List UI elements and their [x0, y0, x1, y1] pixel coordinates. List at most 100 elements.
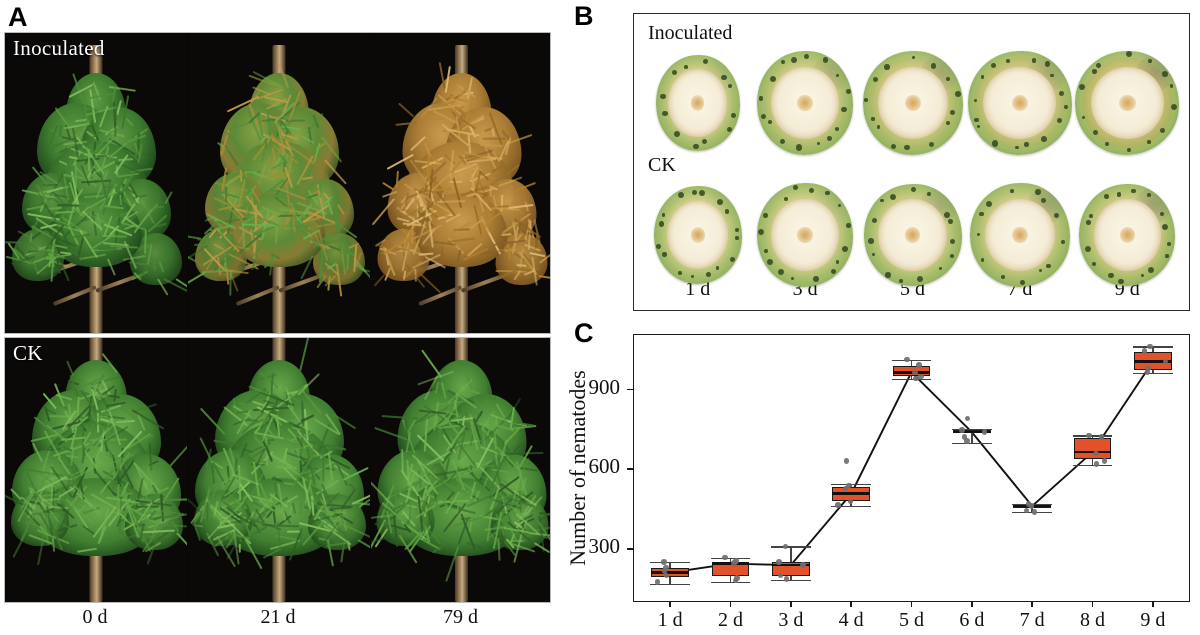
needle-spike [239, 543, 241, 554]
needle-spike [144, 229, 147, 254]
tree-photo-ck-0d [5, 338, 187, 602]
stem-cross-section-inoculated-5d [862, 51, 963, 155]
data-point [1102, 458, 1108, 464]
whisker-stem-low [790, 576, 792, 580]
pine-tree [5, 33, 187, 333]
needle-spike [299, 338, 309, 372]
bark-lenticel [721, 75, 727, 81]
bark-lenticel [1118, 278, 1124, 285]
data-point [842, 485, 849, 492]
bark-lenticel [1085, 220, 1091, 225]
bark-lenticel [825, 190, 830, 196]
bark-lenticel [944, 212, 950, 218]
boxplot-group-1d[interactable] [634, 335, 1189, 601]
bark-lenticel [758, 96, 764, 101]
bark-lenticel [661, 213, 666, 217]
needle-spike [382, 181, 395, 191]
x-axis-tick [970, 601, 973, 607]
bark-lenticel [976, 124, 981, 129]
bark-lenticel [1159, 127, 1165, 133]
whisker-stem-high [910, 359, 913, 366]
stem-pith [1118, 94, 1136, 112]
x-axis-tick [910, 601, 913, 607]
bark-lenticel [1165, 254, 1169, 258]
stem-cross-section-ck-3d [757, 183, 854, 287]
bark-lenticel [734, 227, 739, 232]
panel-a-day-label-79d: 79 d [443, 606, 478, 628]
bark-lenticel [1108, 272, 1114, 278]
box-iqr[interactable] [1073, 437, 1112, 459]
data-point [904, 357, 910, 363]
bark-lenticel [974, 117, 980, 123]
bark-lenticel [791, 276, 795, 280]
bark-lenticel [1147, 193, 1152, 197]
bark-lenticel [842, 246, 848, 252]
box-iqr[interactable] [711, 561, 750, 576]
data-point [918, 374, 924, 380]
median-line [953, 430, 991, 434]
bark-lenticel [735, 236, 739, 241]
bark-lenticel [791, 56, 798, 63]
bark-lenticel [777, 268, 785, 275]
panel-a-row-label-ck: CK [13, 341, 43, 365]
tree-photo-inoculated-21d [188, 33, 370, 333]
bark-lenticel [763, 213, 768, 218]
bark-lenticel [980, 75, 985, 79]
bark-lenticel [822, 57, 829, 63]
data-point [961, 434, 967, 440]
boxplot-group-8d[interactable] [634, 335, 1189, 601]
bark-lenticel [835, 126, 840, 131]
bark-lenticel [1041, 197, 1047, 203]
data-point [959, 427, 965, 433]
data-point [784, 576, 790, 582]
data-point [1031, 509, 1038, 515]
bark-lenticel [838, 203, 842, 207]
boxplot-group-4d[interactable] [634, 335, 1189, 601]
bark-lenticel [757, 229, 764, 236]
bark-lenticel [1105, 142, 1109, 147]
whisker-stem-high [729, 557, 732, 562]
bark-lenticel [1127, 147, 1132, 152]
bark-lenticel [845, 223, 851, 228]
bark-lenticel [1104, 194, 1109, 200]
data-point [981, 429, 987, 435]
x-axis-label-3d: 3 d [778, 609, 804, 631]
stem-cross-section-inoculated-9d [1075, 51, 1180, 155]
x-axis-label-7d: 7 d [1019, 609, 1045, 631]
bark-lenticel [949, 109, 956, 115]
bark-lenticel [1162, 223, 1169, 230]
panel-a-row-label-inoculated: Inoculated [13, 36, 105, 60]
pine-tree [371, 33, 550, 333]
data-point [913, 375, 919, 382]
bark-lenticel [948, 218, 953, 224]
boxplot-group-3d[interactable] [634, 335, 1189, 601]
whisker-stem-low [669, 576, 671, 584]
tree-photo-inoculated-0d [5, 33, 187, 333]
panel-a-day-labels: 0 d 21 d 79 d [4, 606, 551, 634]
data-point [1093, 461, 1100, 467]
median-line [711, 562, 750, 566]
bark-lenticel [1039, 269, 1043, 273]
x-axis-tick [1031, 601, 1033, 607]
bark-lenticel [1131, 189, 1136, 194]
box-iqr[interactable] [892, 365, 931, 376]
stem-cross-section-inoculated-3d [757, 51, 854, 155]
bark-lenticel [889, 194, 896, 201]
bark-lenticel [1050, 73, 1054, 77]
stem-pith [1011, 94, 1029, 112]
boxplot-group-5d[interactable] [634, 335, 1189, 601]
whisker-stem-high [669, 561, 671, 569]
whisker-cap-low [1132, 373, 1173, 375]
needle-spike [483, 137, 506, 140]
boxplot-group-6d[interactable] [634, 335, 1189, 601]
boxplot-group-9d[interactable] [634, 335, 1189, 601]
data-point [1098, 434, 1105, 440]
data-point [663, 573, 670, 579]
bark-lenticel [871, 117, 875, 121]
bark-lenticel [724, 209, 730, 214]
bark-lenticel [1170, 104, 1177, 111]
boxplot-group-7d[interactable] [634, 335, 1189, 601]
boxplot-group-2d[interactable] [634, 335, 1189, 601]
bark-lenticel [692, 190, 698, 196]
panel-b-row-label-ck: CK [648, 154, 676, 176]
